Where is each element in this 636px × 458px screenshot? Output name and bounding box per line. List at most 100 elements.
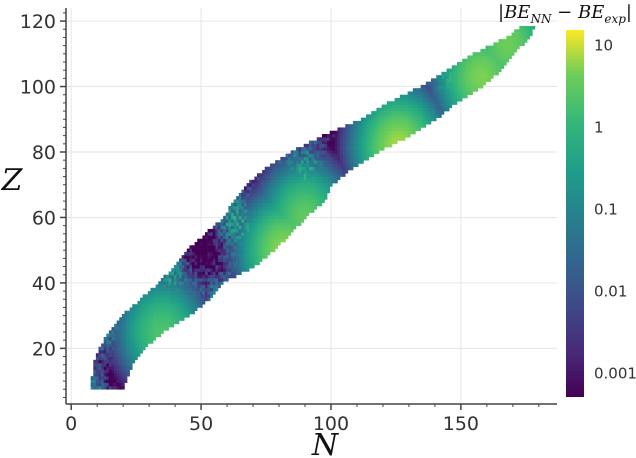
- nuclide-cell: [249, 235, 253, 240]
- nuclide-cell: [259, 196, 263, 200]
- nuclide-cell: [93, 369, 97, 374]
- nuclide-cell: [217, 284, 221, 289]
- nuclide-cell: [212, 242, 216, 246]
- nuclide-cell: [142, 314, 146, 318]
- nuclide-cell: [407, 104, 411, 109]
- nuclide-cell: [285, 215, 289, 220]
- nuclide-cell: [321, 140, 325, 145]
- nuclide-cell: [236, 222, 240, 226]
- nuclide-cell: [220, 222, 224, 226]
- nuclide-cell: [469, 68, 473, 73]
- nuclide-cell: [277, 170, 281, 174]
- nuclide-cell: [246, 209, 250, 213]
- nuclide-cell: [275, 228, 279, 233]
- nuclide-cell: [215, 258, 219, 262]
- nuclide-cell: [381, 143, 385, 148]
- nuclide-cell: [267, 199, 271, 204]
- nuclide-cell: [394, 98, 398, 102]
- nuclide-cell: [93, 366, 97, 370]
- nuclide-cell: [454, 81, 458, 86]
- nuclide-cell: [166, 281, 169, 285]
- nuclide-cell: [254, 238, 258, 243]
- nuclide-cell: [249, 232, 253, 236]
- nuclide-cell: [355, 160, 359, 164]
- nuclide-cell: [306, 186, 310, 190]
- nuclide-cell: [298, 170, 302, 174]
- nuclide-cell: [204, 294, 208, 298]
- heatmap-cells: [90, 26, 536, 390]
- nuclide-cell: [249, 183, 253, 187]
- nuclide-cell: [295, 202, 299, 207]
- nuclide-cell: [147, 310, 151, 315]
- nuclide-cell: [267, 209, 271, 213]
- nuclide-cell: [230, 258, 234, 262]
- nuclide-cell: [132, 343, 136, 348]
- nuclide-cell: [347, 143, 351, 148]
- nuclide-cell: [134, 314, 138, 318]
- nuclide-cell: [119, 336, 123, 341]
- nuclide-cell: [332, 137, 336, 141]
- nuclide-cell: [264, 242, 268, 246]
- nuclide-cell: [101, 382, 104, 387]
- nuclide-cell: [269, 170, 273, 174]
- nuclide-cell: [472, 55, 476, 60]
- nuclide-cell: [241, 245, 245, 249]
- nuclide-cell: [230, 274, 234, 279]
- nuclide-cell: [228, 264, 232, 269]
- nuclide-cell: [262, 170, 266, 174]
- nuclide-cell: [290, 156, 294, 161]
- nuclide-cell: [249, 189, 253, 194]
- nuclide-cell: [288, 232, 292, 236]
- nuclide-cell: [269, 212, 273, 217]
- nuclide-cell: [303, 176, 307, 181]
- nuclide-cell: [386, 114, 390, 118]
- nuclide-cell: [501, 55, 505, 60]
- nuclide-cell: [342, 137, 346, 141]
- nuclide-cell: [199, 242, 203, 246]
- nuclide-cell: [415, 94, 419, 99]
- nuclide-cell: [275, 245, 279, 249]
- nuclide-cell: [158, 281, 162, 285]
- nuclide-cell: [327, 183, 330, 187]
- nuclide-cell: [264, 199, 268, 204]
- nuclide-cell: [340, 170, 343, 174]
- nuclide-cell: [119, 323, 123, 328]
- nuclide-cell: [262, 238, 266, 243]
- nuclide-cell: [202, 264, 206, 269]
- nuclide-cell: [451, 81, 455, 86]
- nuclide-cell: [381, 111, 385, 115]
- nuclide-cell: [259, 222, 263, 226]
- nuclide-cell: [202, 271, 206, 276]
- nuclide-cell: [145, 323, 149, 328]
- nuclide-cell: [316, 147, 320, 151]
- nuclide-cell: [485, 58, 489, 63]
- nuclide-cell: [402, 120, 406, 125]
- nuclide-cell: [184, 271, 188, 276]
- nuclide-cell: [358, 127, 362, 132]
- nuclide-cell: [443, 98, 447, 102]
- nuclide-cell: [262, 173, 266, 177]
- nuclide-cell: [108, 350, 112, 354]
- nuclide-cell: [269, 202, 273, 207]
- nuclide-cell: [129, 333, 133, 338]
- nuclide-cell: [194, 281, 198, 285]
- nuclide-cell: [389, 114, 393, 118]
- nuclide-cell: [254, 258, 258, 262]
- nuclide-cell: [433, 94, 437, 99]
- nuclide-cell: [142, 333, 146, 338]
- nuclide-cell: [293, 212, 297, 217]
- nuclide-cell: [223, 271, 227, 276]
- nuclide-cell: [132, 330, 136, 334]
- nuclide-cell: [441, 98, 445, 102]
- nuclide-cell: [163, 278, 167, 282]
- nuclide-cell: [358, 160, 362, 164]
- nuclide-cell: [191, 271, 195, 276]
- nuclide-cell: [166, 320, 169, 325]
- nuclide-cell: [410, 107, 414, 112]
- nuclide-cell: [379, 137, 382, 141]
- nuclide-cell: [454, 68, 458, 73]
- nuclide-cell: [140, 346, 143, 351]
- nuclide-cell: [306, 143, 310, 148]
- nuclide-cell: [402, 117, 406, 122]
- nuclide-cell: [132, 317, 136, 321]
